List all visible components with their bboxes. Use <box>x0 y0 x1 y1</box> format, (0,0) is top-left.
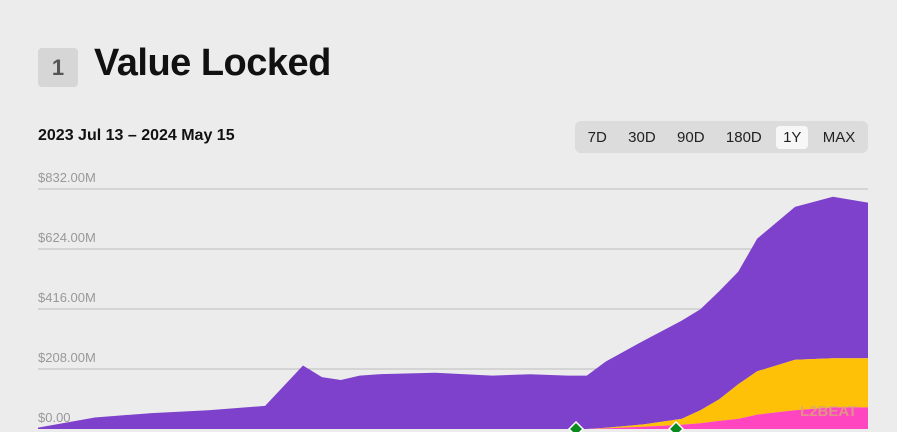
y-tick-label: $624.00M <box>38 230 96 245</box>
time-range-selector: 7D 30D 90D 180D 1Y MAX <box>575 121 868 153</box>
page-title: Value Locked <box>94 42 331 84</box>
range-tab-180d[interactable]: 180D <box>725 128 762 146</box>
section-number-badge: 1 <box>38 48 78 87</box>
milestone-marker[interactable] <box>667 420 685 432</box>
y-tick-label: $416.00M <box>38 290 96 305</box>
chart-markers <box>567 420 685 432</box>
y-tick-label: $208.00M <box>38 350 96 365</box>
y-tick-label: $832.00M <box>38 170 96 185</box>
range-tab-30d[interactable]: 30D <box>628 128 656 146</box>
area-series-1 <box>38 407 868 429</box>
milestone-marker[interactable] <box>567 420 585 432</box>
l2beat-watermark: L2BEAT <box>800 403 857 420</box>
range-tab-max[interactable]: MAX <box>822 128 856 146</box>
date-range-label: 2023 Jul 13 – 2024 May 15 <box>38 127 235 144</box>
range-tab-7d[interactable]: 7D <box>587 128 607 146</box>
range-tab-1y[interactable]: 1Y <box>776 125 809 149</box>
area-series-3 <box>38 196 868 429</box>
chart-areas <box>38 196 868 429</box>
range-tab-90d[interactable]: 90D <box>677 128 705 146</box>
y-tick-label: $0.00 <box>38 410 71 425</box>
area-series-2 <box>38 358 868 429</box>
